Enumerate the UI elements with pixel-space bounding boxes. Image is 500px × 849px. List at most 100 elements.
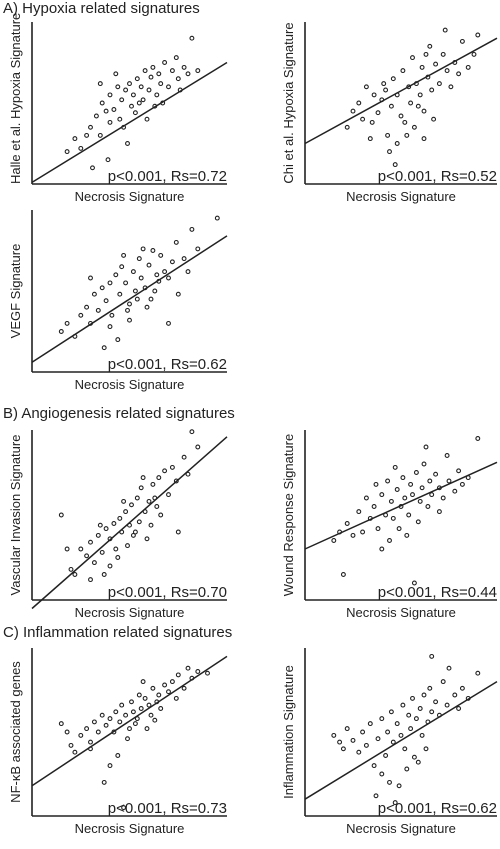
data-point — [146, 702, 152, 708]
data-point — [154, 272, 160, 278]
data-point — [132, 288, 138, 294]
data-point — [64, 546, 70, 552]
data-point — [166, 689, 171, 695]
data-point — [356, 509, 362, 515]
data-point — [394, 721, 400, 727]
data-point — [421, 692, 427, 698]
data-point — [440, 679, 446, 685]
data-point — [103, 298, 109, 304]
data-point — [175, 672, 181, 678]
data-point — [181, 64, 187, 70]
data-point — [185, 269, 191, 275]
data-point — [123, 280, 129, 286]
data-point — [415, 103, 421, 109]
data-point — [427, 43, 433, 49]
data-point — [471, 51, 477, 57]
data-point — [415, 759, 421, 765]
regression-line — [304, 37, 498, 145]
data-point — [402, 495, 408, 501]
data-point — [91, 560, 97, 566]
data-point — [367, 136, 373, 142]
data-point — [146, 498, 152, 504]
data-point — [148, 522, 154, 528]
data-point — [138, 485, 144, 491]
data-point — [379, 771, 385, 777]
data-point — [123, 87, 129, 93]
data-point — [444, 702, 450, 708]
y-axis-label: VEGF Signature — [8, 243, 23, 339]
data-point — [113, 546, 119, 552]
data-point — [185, 471, 191, 477]
data-point — [173, 55, 179, 61]
data-point — [88, 124, 93, 130]
data-point — [129, 699, 134, 705]
data-point — [417, 498, 423, 504]
data-point — [340, 746, 346, 752]
data-point — [140, 679, 146, 685]
data-point — [452, 488, 458, 494]
data-point — [379, 716, 385, 722]
data-point — [84, 553, 90, 559]
data-point — [121, 252, 127, 258]
data-point — [408, 100, 414, 106]
data-point — [138, 706, 144, 711]
data-point — [156, 475, 162, 481]
data-point — [130, 269, 136, 275]
data-point — [156, 692, 162, 698]
data-point — [68, 742, 74, 748]
data-point — [97, 132, 103, 138]
scatter-plot-vascular — [31, 429, 228, 610]
data-point — [58, 512, 64, 518]
data-point — [105, 157, 111, 163]
data-point — [431, 116, 437, 122]
data-point — [169, 68, 175, 74]
data-point — [195, 444, 201, 450]
scatter-panel-vegf: p<0.001, Rs=0.62 Necrosis Signature VEGF S… — [8, 210, 228, 392]
data-point — [402, 746, 408, 752]
data-point — [103, 108, 109, 114]
data-point — [144, 304, 150, 310]
data-point — [367, 721, 373, 727]
data-point — [356, 100, 362, 106]
data-point — [107, 280, 113, 286]
data-point — [91, 719, 97, 725]
data-point — [134, 296, 140, 302]
data-point — [134, 495, 140, 501]
data-point — [417, 92, 423, 98]
data-point — [406, 512, 412, 518]
data-point — [387, 538, 392, 543]
data-point — [350, 108, 356, 114]
data-point — [371, 504, 377, 509]
data-point — [166, 84, 171, 90]
data-point — [113, 709, 119, 715]
data-point — [119, 97, 125, 103]
data-point — [91, 291, 97, 297]
data-point — [411, 580, 417, 586]
data-point — [392, 162, 398, 168]
data-point — [101, 572, 107, 577]
data-point — [117, 719, 123, 725]
data-point — [136, 100, 142, 106]
data-point — [158, 512, 164, 518]
data-point — [465, 64, 471, 70]
data-point — [360, 116, 366, 122]
data-point — [64, 729, 70, 735]
data-point — [117, 291, 123, 297]
data-point — [84, 132, 90, 138]
data-point — [162, 60, 168, 65]
data-point — [93, 113, 99, 119]
data-point — [436, 81, 442, 87]
data-point — [166, 320, 171, 326]
data-point — [132, 110, 138, 116]
data-point — [119, 264, 125, 270]
data-point — [381, 81, 387, 87]
data-point — [97, 81, 103, 87]
data-point — [90, 165, 95, 171]
data-point — [423, 746, 429, 752]
data-point — [433, 61, 439, 67]
data-point — [363, 84, 369, 90]
data-point — [181, 685, 187, 691]
data-point — [459, 38, 465, 44]
data-point — [166, 492, 171, 498]
data-point — [107, 763, 113, 769]
